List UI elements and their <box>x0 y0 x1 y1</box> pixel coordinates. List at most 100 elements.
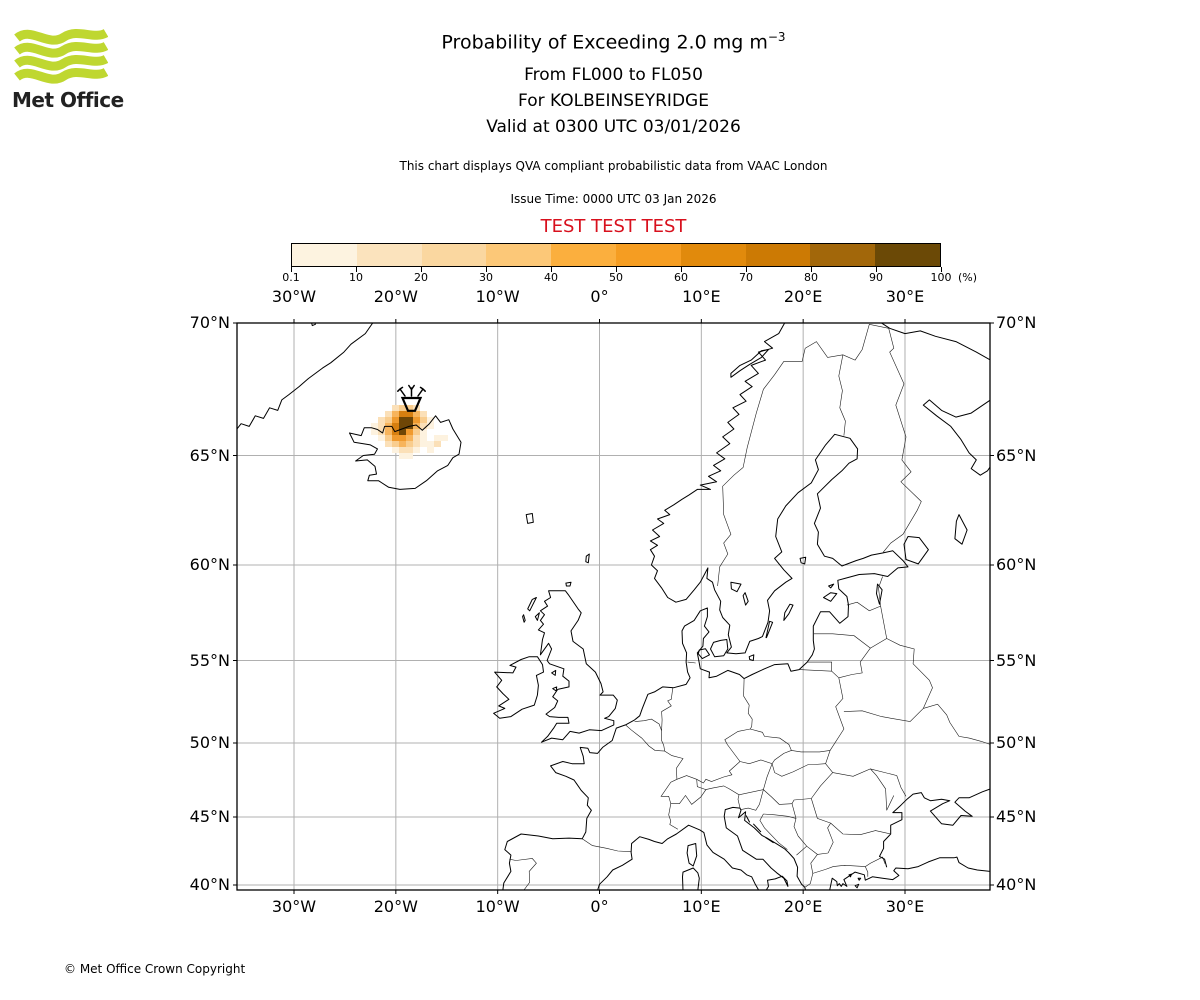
country-border <box>625 724 666 752</box>
ash-cell <box>413 417 420 423</box>
ash-cell <box>385 411 392 417</box>
coastline <box>522 614 526 623</box>
title-exponent: −3 <box>767 30 786 44</box>
colorbar-tick-mark <box>616 267 617 272</box>
colorbar-segment <box>875 244 940 266</box>
ash-cell <box>427 447 434 453</box>
country-border <box>796 845 807 856</box>
coastline <box>565 581 572 587</box>
colorbar-segment <box>551 244 616 266</box>
ash-cell <box>406 441 413 447</box>
country-border <box>870 768 907 797</box>
country-border <box>763 789 793 805</box>
ash-cell <box>413 435 420 441</box>
ash-cell <box>385 441 392 447</box>
country-border <box>660 775 707 805</box>
country-border <box>830 822 891 836</box>
country-border <box>813 633 871 649</box>
ash-cell <box>385 417 392 423</box>
colorbar-tick-label: 10 <box>349 271 363 284</box>
ash-cell <box>413 423 420 429</box>
coastline <box>903 536 929 565</box>
ash-cell <box>399 441 406 447</box>
coastline <box>552 686 558 692</box>
ash-cell <box>420 429 427 435</box>
coastline <box>765 836 774 844</box>
colorbar-tick-mark <box>421 267 422 272</box>
volcano-ray-middle <box>408 384 415 397</box>
country-border <box>661 687 674 731</box>
coastline <box>799 556 807 565</box>
colorbar-tick-label: 90 <box>869 271 883 284</box>
country-border <box>827 822 834 854</box>
country-border <box>791 750 831 753</box>
colorbar-segment <box>615 244 681 266</box>
ash-cell <box>392 417 399 423</box>
colorbar-tick-mark <box>681 267 682 272</box>
country-border <box>763 763 773 790</box>
country-border <box>865 856 886 867</box>
country-border <box>886 638 933 709</box>
country-border <box>832 768 887 811</box>
country-border <box>838 354 846 436</box>
country-border <box>812 864 866 874</box>
coastline <box>493 656 544 719</box>
colorbar-unit-label: (%) <box>958 271 978 284</box>
subtitle-valid-time: Valid at 0300 UTC 03/01/2026 <box>486 117 741 137</box>
colorbar-tick-mark <box>941 267 942 272</box>
colorbar-tick-mark <box>746 267 747 272</box>
country-border <box>791 798 812 804</box>
title-main: Probability of Exceeding 2.0 mg m <box>441 31 768 54</box>
country-border <box>797 835 829 855</box>
coastline <box>879 788 990 868</box>
coastline <box>502 323 909 890</box>
ash-cell <box>399 417 406 423</box>
coastline <box>697 648 710 660</box>
ash-cell <box>406 405 413 411</box>
volcano-ray-left <box>397 386 406 397</box>
ash-cell <box>434 435 441 441</box>
map-layers <box>237 323 990 890</box>
colorbar-segment <box>421 244 487 266</box>
volcano-symbol <box>397 384 426 412</box>
country-border <box>870 606 888 649</box>
ash-cell <box>413 429 420 435</box>
ash-cell <box>392 435 399 441</box>
country-border <box>705 785 764 796</box>
ash-cell <box>392 429 399 435</box>
met-office-logo-text: Met Office <box>12 88 124 112</box>
country-border <box>509 858 537 890</box>
country-border <box>882 328 922 554</box>
ash-cell <box>385 429 392 435</box>
ash-cell <box>399 435 406 441</box>
country-border <box>805 323 889 361</box>
country-border <box>886 795 895 811</box>
country-border <box>811 798 831 824</box>
ash-cell <box>392 441 399 447</box>
ash-cell <box>420 411 427 417</box>
country-border <box>724 728 792 765</box>
country-border <box>878 576 883 607</box>
probability-colorbar <box>291 243 941 267</box>
colorbar-segment <box>810 244 876 266</box>
country-border <box>582 838 632 852</box>
country-border <box>799 661 832 672</box>
country-border <box>838 647 871 679</box>
ash-cell <box>420 417 427 423</box>
ash-cell <box>378 435 385 441</box>
country-border <box>763 813 797 819</box>
coastline <box>752 823 762 833</box>
page-title: Probability of Exceeding 2.0 mg m−3 <box>237 30 990 53</box>
coastline <box>710 639 729 658</box>
colorbar-tick-label: 0.1 <box>282 271 300 284</box>
coastline <box>954 514 968 545</box>
map-frame <box>236 322 991 891</box>
ash-cell <box>406 417 413 423</box>
colorbar-tick-label: 30 <box>479 271 493 284</box>
colorbar-tick-mark <box>356 267 357 272</box>
country-border <box>668 803 679 830</box>
country-border <box>923 703 990 745</box>
coastline <box>922 399 990 476</box>
colorbar-segment <box>356 244 422 266</box>
